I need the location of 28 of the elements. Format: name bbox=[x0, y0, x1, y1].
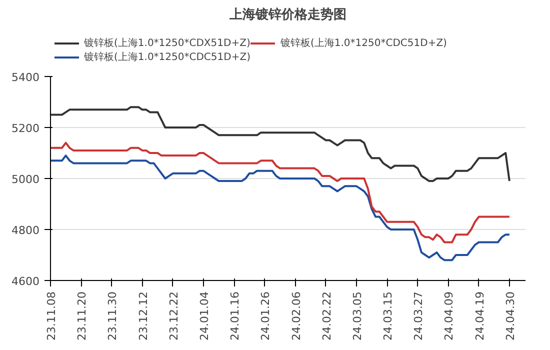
x-tick-label: 24.01.16 bbox=[228, 292, 242, 340]
legend-label: 镀锌板(上海1.0*1250*CDC51D+Z) bbox=[84, 50, 250, 64]
x-tick-label: 24.01.26 bbox=[259, 292, 272, 340]
x-tick-label: 24.02.22 bbox=[320, 292, 334, 340]
y-tick-label: 5200 bbox=[12, 122, 40, 135]
x-tick-label: 23.12.22 bbox=[167, 292, 180, 340]
line-series bbox=[50, 142, 510, 244]
x-tick-label: 23.11.20 bbox=[76, 292, 89, 340]
x-tick-label: 24.01.04 bbox=[198, 292, 211, 340]
legend-label: 镀锌板(上海1.0*1250*CDC51D+Z) bbox=[280, 36, 447, 50]
x-tick-label: 24.02.06 bbox=[290, 292, 303, 340]
x-tick-label: 24.03.05 bbox=[350, 292, 364, 340]
x-tick-label: 24.04.30 bbox=[504, 292, 517, 340]
y-tick-label: 4600 bbox=[12, 275, 40, 288]
x-tick-label: 23.11.30 bbox=[106, 292, 120, 340]
x-tick-label: 24.03.27 bbox=[412, 292, 426, 340]
legend-label: 镀锌板(上海1.0*1250*CDX51D+Z) bbox=[84, 36, 250, 50]
line-series bbox=[50, 106, 510, 182]
x-tick-label: 24.04.19 bbox=[473, 292, 486, 340]
x-tick-label: 23.11.08 bbox=[45, 292, 58, 340]
x-tick-label: 24.03.15 bbox=[382, 292, 395, 340]
chart-title: 上海镀锌价格走势图 bbox=[228, 6, 346, 22]
x-tick-label: 24.04.09 bbox=[442, 292, 456, 340]
y-tick-label: 5000 bbox=[12, 173, 40, 186]
line-series bbox=[50, 154, 510, 262]
y-tick-label: 4800 bbox=[12, 224, 40, 237]
x-tick-label: 23.12.12 bbox=[136, 292, 150, 340]
y-tick-label: 5400 bbox=[12, 71, 40, 84]
